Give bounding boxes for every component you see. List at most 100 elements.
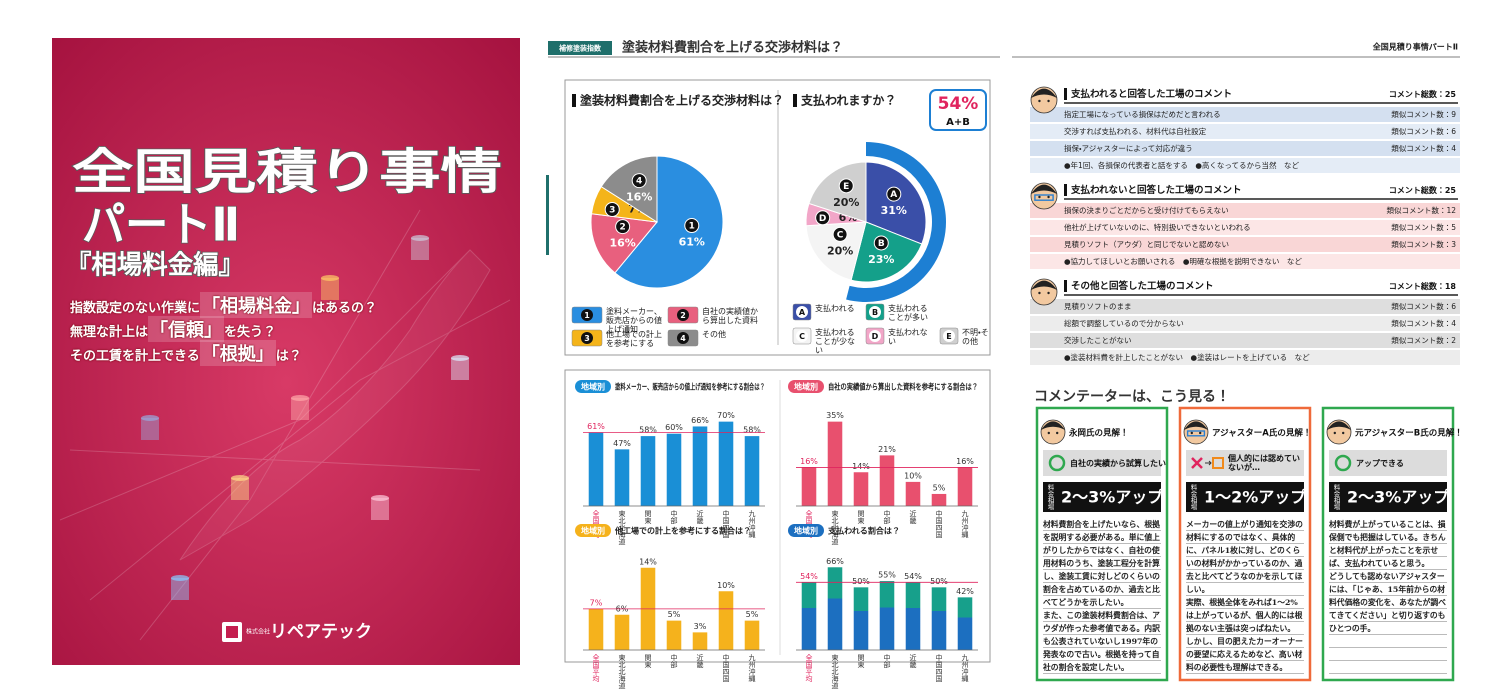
legend-marker-bg: [796, 306, 808, 318]
comment-text: 指定工場になっている損保はだめだと言われる: [1064, 109, 1221, 119]
value-label: 14%: [639, 557, 657, 566]
bar: [905, 481, 921, 506]
slice-marker: 1: [689, 222, 695, 232]
comment-note: ●年1回、各損保の代表者と話をする ●高くなってるから当然 など: [1064, 160, 1299, 170]
category-label: 中部: [883, 653, 891, 669]
bar: [801, 582, 817, 650]
bar: [666, 433, 682, 506]
callout-label: 54%: [938, 94, 979, 114]
category-label: 関東: [857, 654, 865, 669]
value-label: 50%: [930, 577, 948, 586]
bar: [614, 614, 630, 650]
eye: [1047, 99, 1050, 103]
badge: 地域別: [581, 526, 605, 536]
comment-count: 類似コメント数：3: [1391, 239, 1456, 249]
page-heading: 塗装材料費割合を上げる交渉材料は？: [622, 40, 843, 56]
eye: [1199, 431, 1202, 435]
cover-line: その工賃を計上できる 「根拠」 は？: [70, 340, 302, 366]
bar: [744, 436, 760, 506]
comment-note-bg: [1030, 158, 1460, 173]
title-bar: [793, 94, 797, 107]
category-label: 東北北海道: [618, 509, 626, 546]
comment-count: 類似コメント数：4: [1391, 318, 1456, 328]
legend-marker-bg: [943, 330, 955, 342]
slice-marker: D: [819, 214, 826, 224]
legend-text: 他工場での計上を参考にする: [606, 330, 662, 348]
legend-marker: 3: [584, 334, 590, 343]
slice-marker: C: [837, 230, 844, 240]
value-label: 14%: [852, 462, 870, 471]
pie-slice: [600, 155, 658, 223]
comment-count: 類似コメント数：2: [1391, 335, 1456, 345]
slice-marker: A: [890, 190, 897, 200]
cover-cylinder-top: [171, 575, 189, 581]
category-label: 近畿: [909, 653, 917, 669]
legend-marker: B: [872, 308, 878, 317]
slice-marker-bg: [631, 173, 647, 189]
cover-text: を失う？: [224, 325, 277, 340]
value-label: 5%: [668, 610, 681, 619]
category-label: 関東: [644, 654, 652, 669]
stance: アップできる: [1356, 458, 1404, 468]
slice-marker: 2: [620, 223, 626, 233]
value-label: 54%: [904, 572, 922, 581]
hair: [1031, 280, 1057, 290]
title-bar: [1064, 88, 1067, 100]
category-label: 中部: [883, 509, 891, 525]
value-label: 70%: [717, 411, 735, 420]
bar: [718, 421, 734, 506]
circle-mark: [1048, 454, 1066, 472]
commentary-paragraph: メーカーの値上がり通知を交渉の材料にするのではなく、具体的に、パネル1枚に対し、…: [1186, 520, 1303, 594]
title-bar: [1064, 280, 1067, 292]
comment-row-bg: [1030, 124, 1460, 139]
comment-text: 交渉すれば支払われる、材料代は自社設定: [1064, 126, 1207, 136]
chart-title: 塗装材料費割合を上げる交渉材料は？: [580, 93, 784, 108]
cover-text: その工賃を計上できる: [70, 349, 200, 364]
bar: [692, 426, 708, 506]
value-label: 55%: [878, 571, 896, 580]
section-total: コメント総数：25: [1389, 89, 1457, 99]
comment-row-bg: [1030, 220, 1460, 235]
bar: [640, 436, 656, 506]
slice-marker-bg: [615, 219, 631, 235]
company-name: リペアテック: [270, 622, 372, 642]
section-title: その他と回答した工場のコメント: [1071, 280, 1214, 292]
value-label: 35%: [826, 411, 844, 420]
comment-note: ●協力してほしいとお願いされる ●明確な根拠を説明できない など: [1064, 256, 1302, 266]
commentary-paragraph: 材料費が上がっていることは、損保側でも把握はしている。きちんと材料代が上がったこ…: [1329, 520, 1446, 568]
pie-slice: [865, 161, 927, 245]
cover-cylinder-top: [411, 235, 429, 241]
cover-keyword: 「信頼」: [148, 316, 225, 342]
arrow: [1205, 460, 1212, 466]
rate-bg: [1329, 482, 1447, 512]
bar: [827, 567, 843, 650]
value-label: 66%: [826, 557, 844, 566]
cover-keyword: 「相場料金」: [200, 292, 313, 318]
category-label: 関東: [857, 510, 865, 525]
eye: [1190, 431, 1194, 435]
cover-cylinder: [411, 238, 429, 260]
value-label: 5%: [746, 610, 759, 619]
slice-marker: 4: [636, 177, 642, 187]
comment-row-bg: [1030, 203, 1460, 218]
chart-title: 塗料メーカー、販売店からの値上げ通知を参考にする割合は？: [615, 382, 765, 392]
commentator-name: アジャスターA氏の見解！: [1212, 428, 1311, 439]
section-tag: 補修塗装指数: [559, 44, 602, 53]
category-label: 近畿: [696, 509, 704, 525]
cover-cylinder: [291, 398, 309, 420]
cover-background: [52, 38, 520, 665]
value-label: 16%: [800, 457, 818, 466]
badge: 地域別: [581, 382, 605, 392]
hair: [1327, 421, 1351, 430]
eye: [1047, 291, 1050, 295]
category-label: 九州沖縄: [961, 509, 969, 539]
slice-marker: B: [878, 239, 885, 249]
section-title: 支払われると回答した工場のコメント: [1070, 88, 1232, 100]
slice-label: 23%: [868, 253, 894, 266]
badge-bg: [575, 524, 611, 537]
cover-line: 無理な計上は 「信頼」 を失う？: [70, 316, 276, 342]
badge-bg: [788, 524, 824, 537]
value-label: 61%: [587, 422, 605, 431]
comment-note-bg: [1030, 254, 1460, 269]
